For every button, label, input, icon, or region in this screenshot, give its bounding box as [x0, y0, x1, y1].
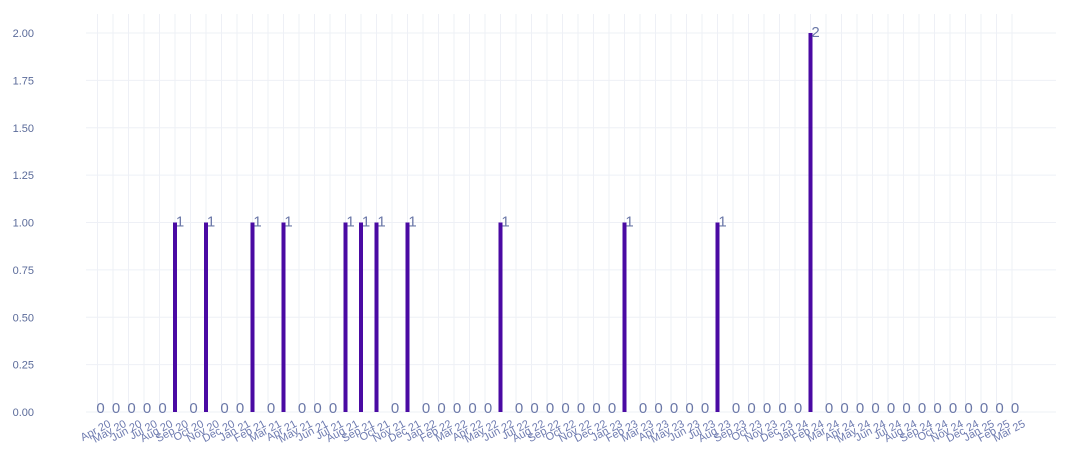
bars [173, 33, 813, 412]
y-tick-label: 0.25 [13, 360, 34, 372]
data-label: 0 [747, 400, 755, 417]
data-label: 0 [437, 400, 445, 417]
y-tick-label: 1.25 [13, 170, 34, 182]
y-tick-label: 2.00 [13, 28, 34, 40]
data-label: 0 [484, 400, 492, 417]
bar [359, 222, 363, 412]
data-label: 0 [933, 400, 941, 417]
data-label: 0 [902, 400, 910, 417]
data-label: 0 [422, 400, 430, 417]
data-label: 1 [718, 214, 726, 231]
data-label: 0 [701, 400, 709, 417]
bar [405, 222, 410, 412]
y-tick-label: 0.50 [13, 312, 34, 324]
data-label: 1 [377, 214, 385, 231]
data-label: 0 [96, 400, 104, 417]
data-label: 0 [887, 400, 895, 417]
data-label: 0 [561, 400, 569, 417]
data-label: 0 [1011, 400, 1019, 417]
data-label: 0 [468, 400, 476, 417]
bar [343, 222, 348, 412]
data-label: 1 [284, 214, 292, 231]
y-tick-label: 1.50 [13, 123, 34, 135]
data-label: 0 [515, 400, 523, 417]
data-label: 1 [408, 214, 416, 231]
data-label: 0 [267, 400, 275, 417]
data-label: 0 [685, 400, 693, 417]
bar [715, 222, 720, 412]
data-label: 1 [346, 214, 354, 231]
data-label: 0 [158, 400, 166, 417]
data-label: 0 [143, 400, 151, 417]
data-label: 0 [949, 400, 957, 417]
data-label: 0 [825, 400, 833, 417]
data-label: 0 [732, 400, 740, 417]
bar [622, 222, 627, 412]
bar [374, 222, 379, 412]
data-label: 0 [453, 400, 461, 417]
data-label: 1 [625, 214, 633, 231]
y-tick-label: 1.75 [13, 75, 34, 87]
data-label: 1 [501, 214, 509, 231]
y-tick-label: 1.00 [13, 218, 34, 230]
data-label: 0 [639, 400, 647, 417]
data-label: 0 [577, 400, 585, 417]
data-label: 0 [236, 400, 244, 417]
data-label: 0 [918, 400, 926, 417]
data-label: 0 [871, 400, 879, 417]
data-label: 0 [112, 400, 120, 417]
bar [250, 222, 255, 412]
data-label: 0 [763, 400, 771, 417]
bar [808, 33, 813, 412]
data-label: 0 [127, 400, 135, 417]
data-label: 0 [794, 400, 802, 417]
data-label: 0 [670, 400, 678, 417]
data-label: 0 [189, 400, 197, 417]
data-label: 0 [654, 400, 662, 417]
data-label: 1 [362, 214, 370, 231]
y-axis: 0.00 0.25 0.50 0.75 1.00 1.25 1.50 1.75 2.00 [13, 28, 34, 419]
data-label: 0 [220, 400, 228, 417]
data-label: 0 [856, 400, 864, 417]
data-label: 1 [253, 214, 261, 231]
bar [173, 222, 177, 412]
data-label: 0 [313, 400, 321, 417]
data-label: 0 [298, 400, 306, 417]
grid [86, 14, 1056, 413]
data-label: 2 [811, 24, 819, 41]
data-label: 0 [592, 400, 600, 417]
bar [498, 222, 503, 412]
data-label: 0 [995, 400, 1003, 417]
data-label: 0 [530, 400, 538, 417]
bar [281, 222, 286, 412]
y-tick-label: 0.75 [13, 265, 34, 277]
data-label: 0 [964, 400, 972, 417]
data-label: 0 [329, 400, 337, 417]
data-label: 0 [608, 400, 616, 417]
data-label: 1 [207, 214, 215, 231]
data-label: 0 [840, 400, 848, 417]
data-label: 0 [546, 400, 554, 417]
data-label: 0 [391, 400, 399, 417]
data-label: 0 [980, 400, 988, 417]
bar [204, 222, 208, 412]
data-label: 1 [176, 214, 184, 231]
y-tick-label: 0.00 [13, 407, 34, 419]
data-label: 0 [778, 400, 786, 417]
